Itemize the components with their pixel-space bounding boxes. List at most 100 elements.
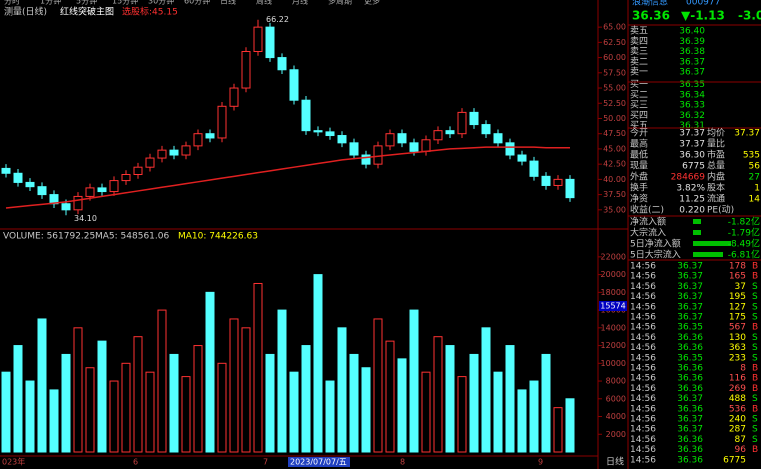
trade-side: B (752, 272, 758, 282)
trade-volume: 6775 (723, 455, 746, 465)
trade-side: B (752, 384, 758, 394)
toolbar-tab[interactable]: 5分钟 (76, 0, 97, 6)
y-tick-label: 18000 (601, 288, 626, 297)
volume-bar (121, 362, 131, 453)
trade-volume: 165 (729, 272, 746, 282)
stat-value: 535 (743, 151, 760, 161)
trade-price: 36.36 (677, 343, 703, 353)
trade-side: S (752, 343, 758, 353)
x-label: 023年 (2, 457, 25, 467)
y-tick-label: 35.00 (603, 205, 626, 214)
trade-volume: 175 (729, 313, 746, 323)
stat-label: 收益(二) (630, 204, 664, 216)
book-label: 卖三 (630, 46, 648, 57)
candle-body (553, 178, 563, 186)
trade-volume: 96 (735, 445, 747, 455)
book-price: 36.33 (679, 101, 705, 111)
stat-value: 1 (754, 184, 760, 194)
stat-value: 37.37 (679, 129, 705, 139)
toolbar-tab[interactable]: 多周期 (328, 0, 352, 6)
volume-bar (457, 376, 467, 453)
toolbar-tab[interactable]: 15分钟 (112, 0, 138, 6)
stat-label: 外盘 (630, 171, 648, 183)
trade-side: S (752, 435, 758, 445)
stat-value: 37.37 (734, 129, 760, 139)
trade-volume: 127 (729, 302, 746, 312)
flow-label: 大宗流入 (630, 227, 666, 239)
trade-side: B (752, 404, 758, 414)
candle-body (25, 181, 35, 188)
candle-body (97, 187, 107, 193)
stat-label: 净资 (630, 193, 648, 205)
x-label: 8 (400, 458, 405, 467)
cursor-label: 15574 (600, 302, 625, 311)
candle-body (529, 160, 539, 177)
trade-side: S (752, 425, 758, 435)
candle-body (1, 167, 11, 174)
book-label: 卖二 (630, 56, 648, 67)
y-tick-label: 14000 (601, 323, 626, 332)
flow-value: -1.79亿 (728, 227, 760, 239)
trade-time: 14:56 (630, 302, 656, 312)
volume-bar (385, 340, 395, 453)
trade-time: 14:56 (630, 455, 656, 465)
book-price: 36.38 (679, 47, 705, 57)
trade-price: 36.37 (677, 313, 703, 323)
toolbar-tab[interactable]: 分时 (4, 0, 20, 6)
flow-label: 5日大宗流入 (630, 249, 681, 261)
flow-bar (693, 230, 701, 235)
candle-body (205, 133, 215, 139)
stock-name: 浪潮信息 (632, 0, 668, 8)
candle-body (181, 145, 191, 156)
stat-label: 股本 (707, 182, 725, 194)
candle-body (193, 133, 203, 147)
book-label: 买三 (630, 100, 648, 111)
volume-bar (553, 407, 563, 453)
flow-bar (693, 252, 723, 257)
x-label: 2023/07/07/五 (290, 458, 347, 467)
trade-time: 14:56 (630, 445, 656, 455)
flow-bar (693, 219, 701, 224)
flow-value: -8.49亿 (728, 238, 760, 250)
last-price: 36.36 (632, 9, 670, 23)
flow-value: -1.82亿 (728, 216, 760, 228)
toolbar-tab[interactable]: 1分钟 (40, 0, 61, 6)
legend: MA10: 744226.63 (178, 232, 258, 242)
flow-bar (693, 241, 731, 246)
change: ▼-1.13 (681, 9, 725, 23)
period-label: 日线 (606, 456, 624, 468)
stat-value: 56 (749, 162, 761, 172)
trade-price: 36.37 (677, 415, 703, 425)
y-tick-label: 55.00 (603, 84, 626, 93)
candle-body (289, 69, 299, 101)
toolbar-tab[interactable]: 日线 (220, 0, 236, 6)
toolbar-tab[interactable]: 60分钟 (184, 0, 210, 6)
trade-time: 14:56 (630, 435, 656, 445)
trade-price: 36.37 (677, 272, 703, 282)
toolbar-tab[interactable]: 30分钟 (148, 0, 174, 6)
book-price: 36.31 (679, 121, 705, 131)
stock-code: 000977 (686, 0, 720, 8)
chart-title: 测量(日线) (4, 6, 47, 18)
candle-body (241, 50, 251, 89)
trade-volume: 233 (729, 353, 746, 363)
toolbar-tab[interactable]: 月线 (292, 0, 308, 6)
volume-bar (373, 318, 383, 453)
stat-label: 市盈 (707, 149, 725, 161)
legend: MA5: 548561.06 (95, 232, 169, 242)
volume-bar (241, 327, 251, 453)
book-label: 买四 (630, 110, 648, 121)
candle-body (217, 105, 227, 139)
volume-bar (193, 345, 203, 453)
volume-bar (253, 282, 263, 453)
change-pct: -3.0 (738, 9, 761, 23)
volume-bar (181, 376, 191, 453)
volume-bar (529, 380, 539, 453)
volume-bar (541, 353, 551, 453)
y-tick-label: 37.50 (603, 190, 626, 199)
volume-bar (277, 309, 287, 453)
trade-price: 36.36 (677, 445, 703, 455)
toolbar-tab[interactable]: 周线 (256, 0, 272, 6)
book-price: 36.40 (679, 27, 705, 37)
toolbar-tab[interactable]: 更多 (364, 0, 380, 6)
